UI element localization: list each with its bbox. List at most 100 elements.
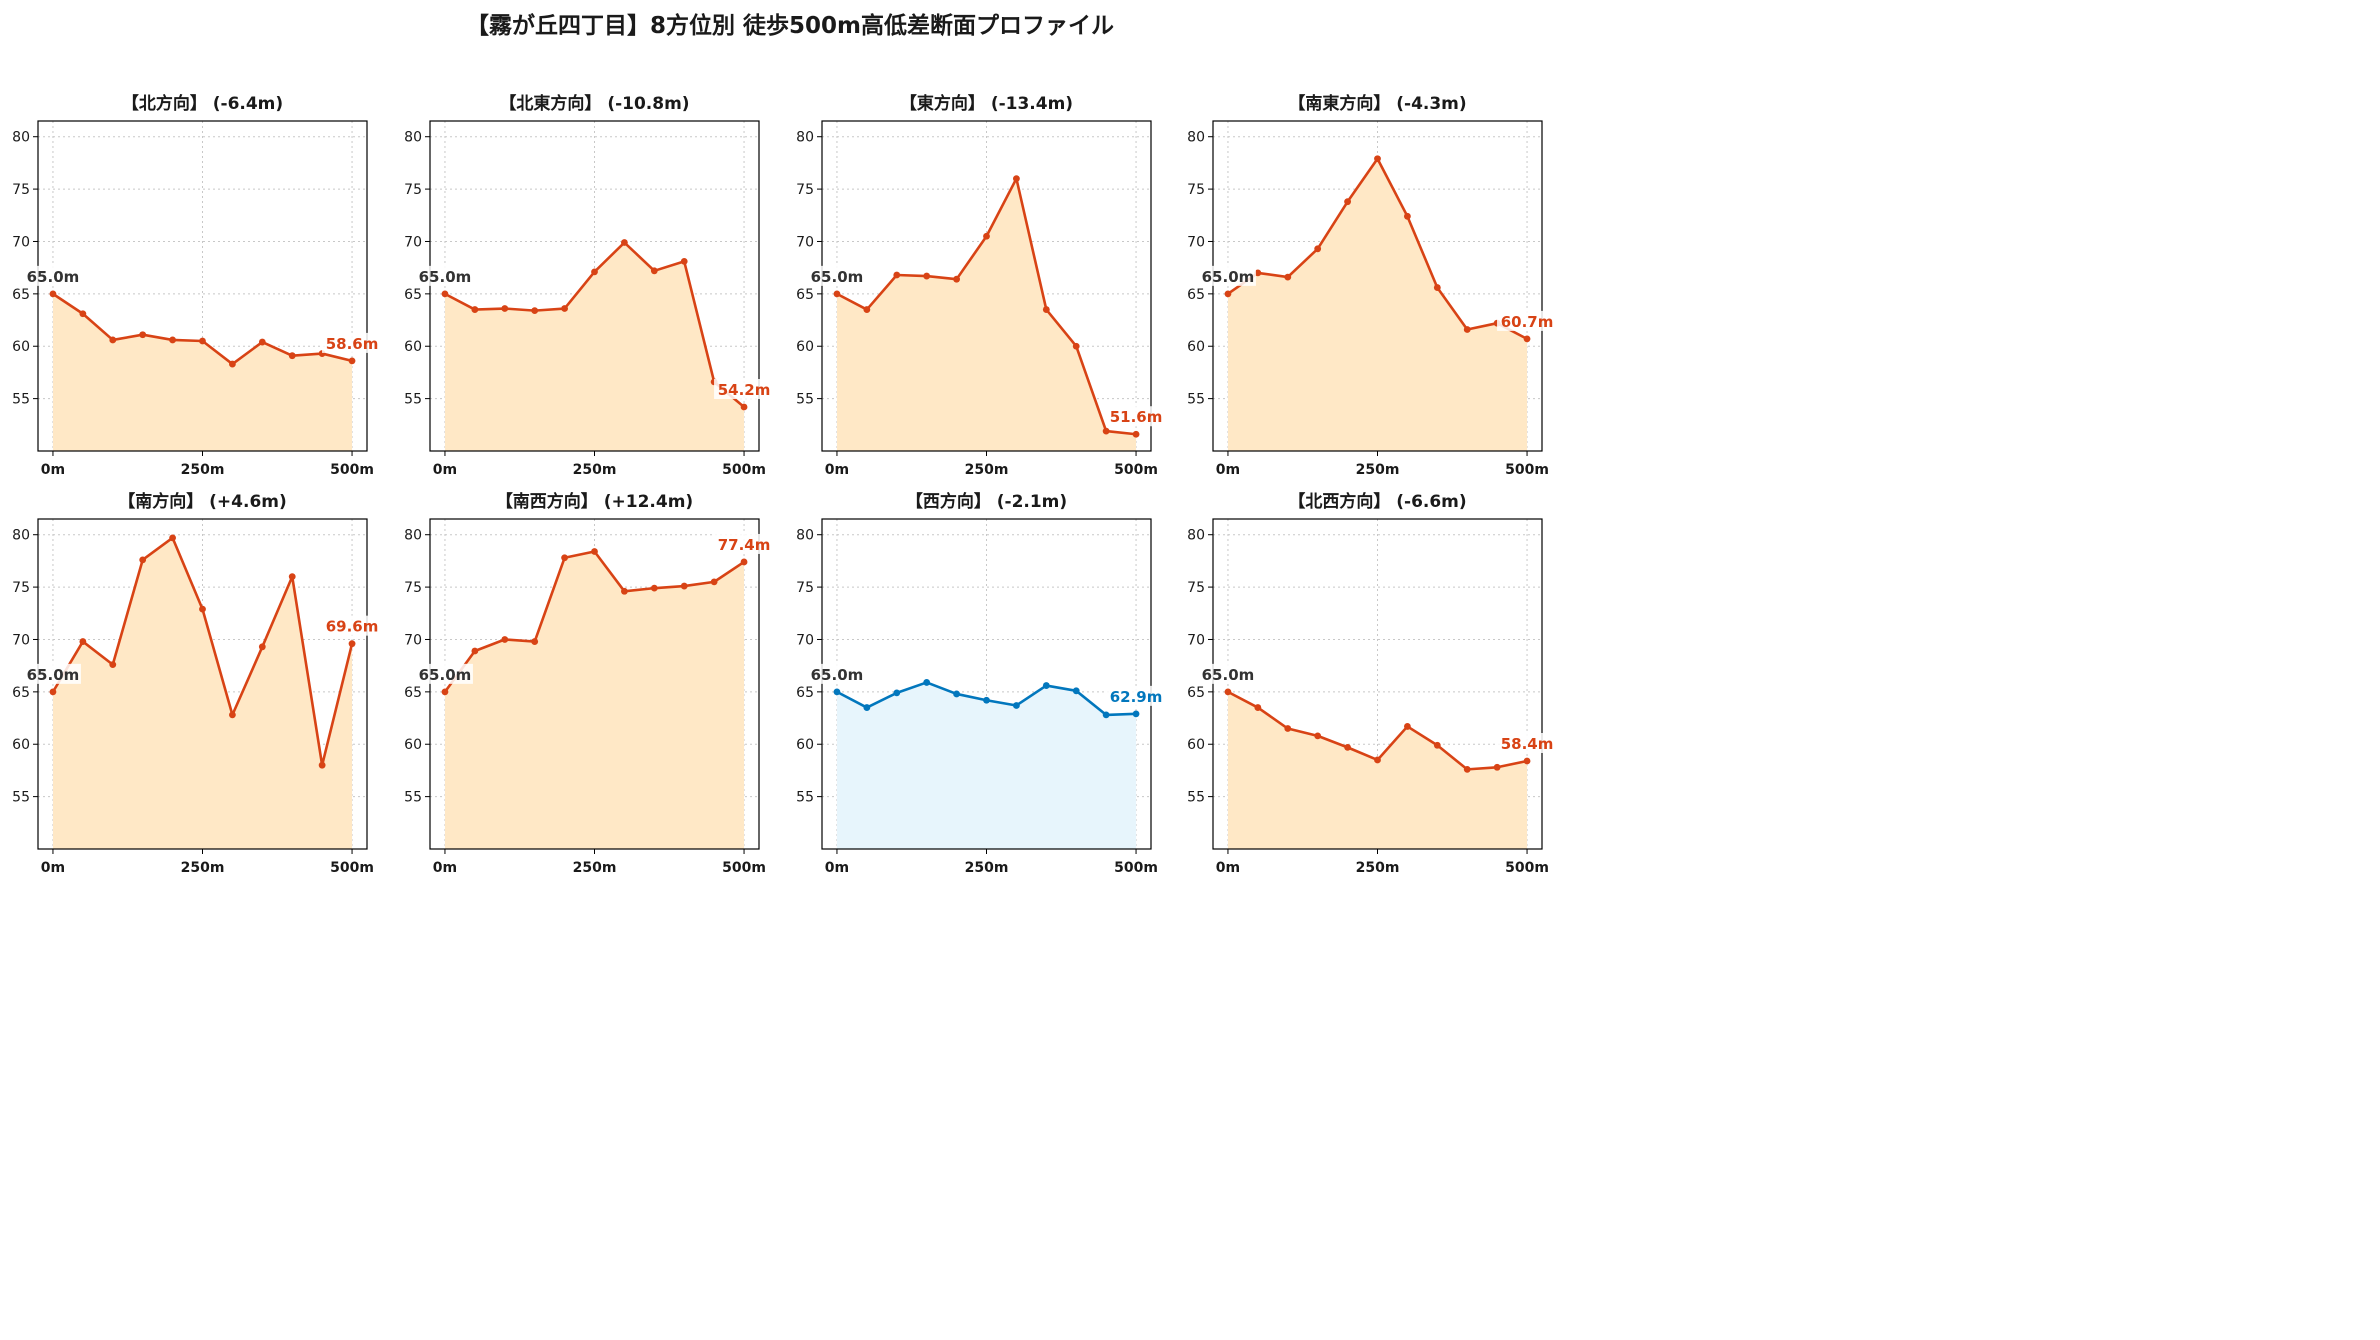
data-point <box>139 331 147 339</box>
data-point <box>49 290 57 298</box>
y-tick-label: 75 <box>796 182 814 198</box>
y-tick-label: 75 <box>404 580 422 596</box>
data-point <box>591 268 598 276</box>
start-label: 65.0m <box>27 666 80 684</box>
data-point <box>288 573 296 581</box>
y-tick-label: 70 <box>404 632 422 648</box>
data-point <box>1102 427 1110 435</box>
data-point <box>1463 326 1471 333</box>
data-point <box>650 584 658 592</box>
y-tick-label: 60 <box>404 339 422 355</box>
data-point <box>139 556 147 564</box>
panel-title: 【西方向】 (-2.1m) <box>906 491 1067 512</box>
data-point <box>229 711 236 719</box>
start-label: 65.0m <box>1202 666 1255 684</box>
data-point <box>1132 430 1140 438</box>
end-label: 51.6m <box>1110 408 1163 426</box>
x-tick-label: 0m <box>825 462 849 478</box>
data-point <box>863 704 871 711</box>
data-point <box>923 679 931 686</box>
panel-title: 【北方向】 (-6.4m) <box>122 93 283 114</box>
y-tick-label: 55 <box>404 790 422 806</box>
chart-panel-5: 【南西方向】 (+12.4m) 55 60 65 70 75 80 0m 250m 500m 65.… <box>404 491 773 876</box>
profile-area <box>1227 158 1528 451</box>
data-point <box>893 271 901 279</box>
end-label: 69.6m <box>326 618 379 636</box>
chart-panel-0: 【北方向】 (-6.4m) 55 60 65 70 75 80 0m 250m 500m 65.0m… <box>12 93 381 478</box>
end-label: 54.2m <box>718 381 771 399</box>
data-point <box>680 582 688 590</box>
data-point <box>621 587 628 595</box>
profile-area <box>1227 691 1528 849</box>
end-label-bg <box>1497 310 1556 331</box>
data-point <box>1433 284 1441 291</box>
data-point <box>1013 175 1020 183</box>
y-tick-label: 65 <box>1187 287 1205 303</box>
y-tick-label: 65 <box>796 685 814 701</box>
data-point <box>348 357 356 365</box>
data-point <box>501 305 509 312</box>
end-label-bg <box>1497 733 1556 753</box>
data-point <box>863 306 871 313</box>
data-point <box>1374 155 1381 163</box>
panel-title: 【南東方向】 (-4.3m) <box>1288 93 1466 114</box>
x-tick-label: 250m <box>573 462 617 478</box>
charts-container: 【北方向】 (-6.4m) 55 60 65 70 75 80 0m 250m 500m 65.0m… <box>12 93 1556 876</box>
data-point <box>591 548 598 555</box>
y-tick-label: 80 <box>796 528 814 544</box>
x-tick-label: 0m <box>41 462 65 478</box>
data-point <box>199 605 206 613</box>
data-point <box>531 638 539 645</box>
y-tick-label: 75 <box>796 580 814 596</box>
y-tick-label: 80 <box>1187 130 1205 146</box>
x-tick-label: 0m <box>1216 860 1240 876</box>
start-label-bg <box>418 265 473 286</box>
data-point <box>1404 212 1411 220</box>
y-tick-label: 60 <box>404 737 422 753</box>
y-tick-label: 70 <box>12 234 30 250</box>
x-tick-label: 250m <box>181 860 225 876</box>
y-tick-label: 65 <box>1187 685 1205 701</box>
profile-area <box>444 551 745 849</box>
data-point <box>49 688 57 696</box>
data-point <box>1102 711 1110 719</box>
data-point <box>953 275 960 283</box>
data-point <box>1314 732 1322 740</box>
data-point <box>1493 763 1501 771</box>
x-tick-label: 0m <box>433 462 457 478</box>
y-tick-label: 60 <box>12 737 30 753</box>
start-label: 65.0m <box>419 268 472 286</box>
data-point <box>561 305 568 312</box>
x-tick-label: 500m <box>1114 462 1158 478</box>
data-point <box>471 306 479 313</box>
data-point <box>833 688 841 696</box>
data-point <box>1404 723 1411 730</box>
start-label: 65.0m <box>811 666 864 684</box>
chart-panel-4: 【南方向】 (+4.6m) 55 60 65 70 75 80 0m 250m 500m 65.0m… <box>12 491 381 876</box>
data-point <box>1344 743 1351 751</box>
y-tick-label: 65 <box>404 685 422 701</box>
x-tick-label: 250m <box>1356 860 1400 876</box>
chart-panel-2: 【東方向】 (-13.4m) 55 60 65 70 75 80 0m 250m 500m 65.0… <box>796 93 1165 478</box>
x-tick-label: 500m <box>330 860 374 876</box>
y-tick-label: 60 <box>12 339 30 355</box>
data-point <box>1224 688 1232 696</box>
data-point <box>258 338 266 346</box>
end-label: 62.9m <box>1110 688 1163 706</box>
profile-area <box>444 242 745 451</box>
y-tick-label: 80 <box>12 130 30 146</box>
end-label-bg <box>714 379 773 399</box>
profile-area <box>52 293 353 451</box>
data-point <box>501 636 509 643</box>
start-label: 65.0m <box>27 268 80 286</box>
data-point <box>1344 198 1351 206</box>
data-point <box>1132 710 1140 718</box>
data-point <box>621 239 628 246</box>
y-tick-label: 55 <box>1187 392 1205 408</box>
y-tick-label: 70 <box>796 632 814 648</box>
data-point <box>1254 704 1262 711</box>
data-point <box>258 643 266 651</box>
x-tick-label: 0m <box>825 860 849 876</box>
end-label: 77.4m <box>718 536 771 554</box>
x-tick-label: 500m <box>1505 860 1549 876</box>
